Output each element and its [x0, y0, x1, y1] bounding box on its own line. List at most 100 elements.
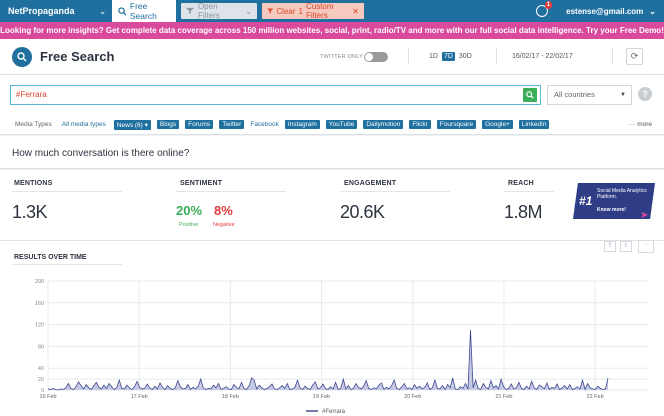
more-options-icon[interactable]: ···: [638, 240, 654, 253]
y-tick-label: 0: [41, 388, 44, 394]
media-chip-dailymotion[interactable]: Dailymotion: [363, 120, 404, 129]
filter-icon: [267, 8, 274, 14]
positive-value: 20%: [176, 203, 203, 218]
divider: [340, 191, 450, 192]
more-media-link[interactable]: ··· more: [628, 121, 652, 128]
divider: [504, 191, 554, 192]
x-tick-label: 16 Feb: [39, 394, 56, 400]
date-range[interactable]: 16/02/17 - 22/02/17: [512, 53, 573, 60]
sentiment-label: SENTIMENT: [180, 180, 223, 187]
help-icon[interactable]: ?: [638, 87, 652, 101]
page-title: Free Search: [40, 49, 115, 64]
kpi-panel: MENTIONS 1.3K SENTIMENT 20% 8% Positive …: [0, 170, 664, 241]
media-chip-blogs[interactable]: Blogs: [156, 120, 180, 129]
divider: [408, 48, 409, 64]
x-tick-label: 22 Feb: [587, 394, 604, 400]
results-chart: 0 20 40 80 120 160 200 16 Feb 17 Feb 18 Feb 19 Feb…: [35, 279, 648, 415]
mentions-label: MENTIONS: [14, 180, 53, 187]
search-row: #Ferrara All countries ▼ ?: [0, 75, 664, 115]
section-question: How much conversation is there online?: [0, 136, 664, 169]
badge-text: Social Media Analytics Platform.: [597, 188, 647, 200]
promo-badge[interactable]: #1 Social Media Analytics Platform. Know…: [573, 183, 655, 219]
user-email[interactable]: estense@gmail.com: [566, 6, 644, 16]
close-icon[interactable]: ✕: [352, 6, 359, 16]
media-chip-youtube[interactable]: YouTube: [325, 120, 358, 129]
positive-label: Positive: [179, 222, 199, 228]
media-chip-instagram[interactable]: Instagram: [284, 120, 320, 129]
divider: [496, 48, 497, 64]
chevron-down-icon[interactable]: ⌄: [649, 6, 656, 16]
twitter-only-label: TWITTER ONLY: [320, 54, 363, 60]
y-tick-label: 160: [35, 301, 44, 307]
negative-value: 8%: [214, 203, 233, 218]
top-navigation-bar: NetPropaganda ⌄ Free Search Open Filters…: [0, 0, 664, 22]
media-chip-foursquare[interactable]: Foursquare: [436, 120, 477, 129]
search-icon: [526, 91, 534, 99]
engagement-label: ENGAGEMENT: [344, 180, 397, 187]
tab-free-search-label: Free Search: [129, 1, 157, 21]
series-area: [48, 330, 608, 390]
brand-name: NetPropaganda: [8, 6, 75, 16]
y-tick-label: 20: [38, 377, 44, 383]
reach-label: REACH: [508, 180, 534, 187]
notifications-icon[interactable]: 1: [536, 1, 553, 17]
mentions-value: 1.3K: [12, 202, 48, 222]
search-input[interactable]: #Ferrara: [10, 85, 541, 105]
page-header: Free Search TWITTER ONLY 1D 7D 30D 16/02…: [0, 39, 664, 75]
country-value: All countries: [554, 90, 595, 99]
clear-label: Clear: [276, 6, 296, 16]
user-area: 1 estense@gmail.com ⌄: [536, 1, 664, 17]
x-tick-label: 17 Feb: [131, 394, 148, 400]
chart-title: RESULTS OVER TIME: [14, 254, 87, 261]
notification-count: 1: [544, 1, 553, 9]
badge-number: #1: [579, 194, 593, 208]
brand-menu[interactable]: NetPropaganda ⌄: [0, 0, 112, 22]
all-media-types-link[interactable]: All media types: [61, 121, 106, 128]
refresh-icon[interactable]: ⟳: [626, 48, 643, 65]
twitter-only-toggle[interactable]: [364, 52, 388, 62]
media-types-label: Media Types: [15, 121, 52, 128]
media-chip-flickr[interactable]: Flickr: [409, 120, 431, 129]
clear-filters-button[interactable]: Clear 1 Custom Filters ✕: [262, 2, 364, 20]
chevron-down-icon: ⌄: [245, 6, 252, 16]
pointer-cursor-icon: ➤: [640, 210, 649, 221]
search-button[interactable]: [523, 88, 537, 102]
y-tick-label: 200: [35, 279, 44, 285]
twitter-share-icon[interactable]: t: [620, 241, 632, 252]
range-7d[interactable]: 7D: [441, 52, 455, 61]
y-tick-label: 80: [38, 344, 44, 350]
divider: [12, 191, 122, 192]
promo-banner[interactable]: Looking for more insights? Get complete …: [0, 22, 664, 39]
facebook-share-icon[interactable]: f: [604, 241, 616, 252]
tab-free-search[interactable]: Free Search: [112, 0, 176, 22]
divider: [12, 264, 122, 265]
x-tick-label: 19 Feb: [313, 394, 330, 400]
x-tick-label: 20 Feb: [404, 394, 421, 400]
engagement-value: 20.6K: [340, 202, 385, 222]
media-types-row: Media Types All media types News (6) ▾ B…: [0, 115, 664, 135]
media-chip-linkedin[interactable]: LinkedIn: [518, 120, 550, 129]
search-icon: [12, 46, 32, 67]
series-line: [47, 329, 609, 391]
media-chip-googleplus[interactable]: Google+: [482, 120, 513, 129]
media-chip-news[interactable]: News (6) ▾: [113, 119, 151, 130]
search-query: #Ferrara: [16, 90, 47, 99]
media-chip-facebook[interactable]: Facebook: [250, 121, 279, 128]
know-more-link[interactable]: Know more!: [597, 207, 626, 213]
y-tick-label: 40: [38, 366, 44, 372]
media-chip-forums[interactable]: Forums: [185, 120, 214, 129]
y-tick-label: 120: [35, 323, 44, 329]
range-1d[interactable]: 1D: [429, 53, 438, 60]
legend-label: #Ferrara: [322, 409, 346, 415]
country-select[interactable]: All countries ▼: [547, 85, 632, 105]
results-over-time-card: f t ··· RESULTS OVER TIME 0 20 40 80 120 160 2…: [0, 240, 664, 416]
negative-label: Negative: [213, 222, 235, 228]
open-filters-label: Open Filters: [197, 2, 220, 20]
media-chip-twitter[interactable]: Twitter: [219, 120, 245, 129]
clear-custom-filters-label: Custom Filters: [305, 2, 334, 20]
range-30d[interactable]: 30D: [458, 53, 472, 60]
filter-icon: [186, 7, 194, 15]
search-icon: [118, 6, 127, 15]
open-filters-tab[interactable]: Open Filters ⌄: [181, 2, 257, 20]
reach-value: 1.8M: [504, 202, 543, 222]
